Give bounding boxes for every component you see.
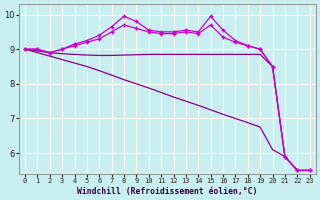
X-axis label: Windchill (Refroidissement éolien,°C): Windchill (Refroidissement éolien,°C) [77,187,258,196]
